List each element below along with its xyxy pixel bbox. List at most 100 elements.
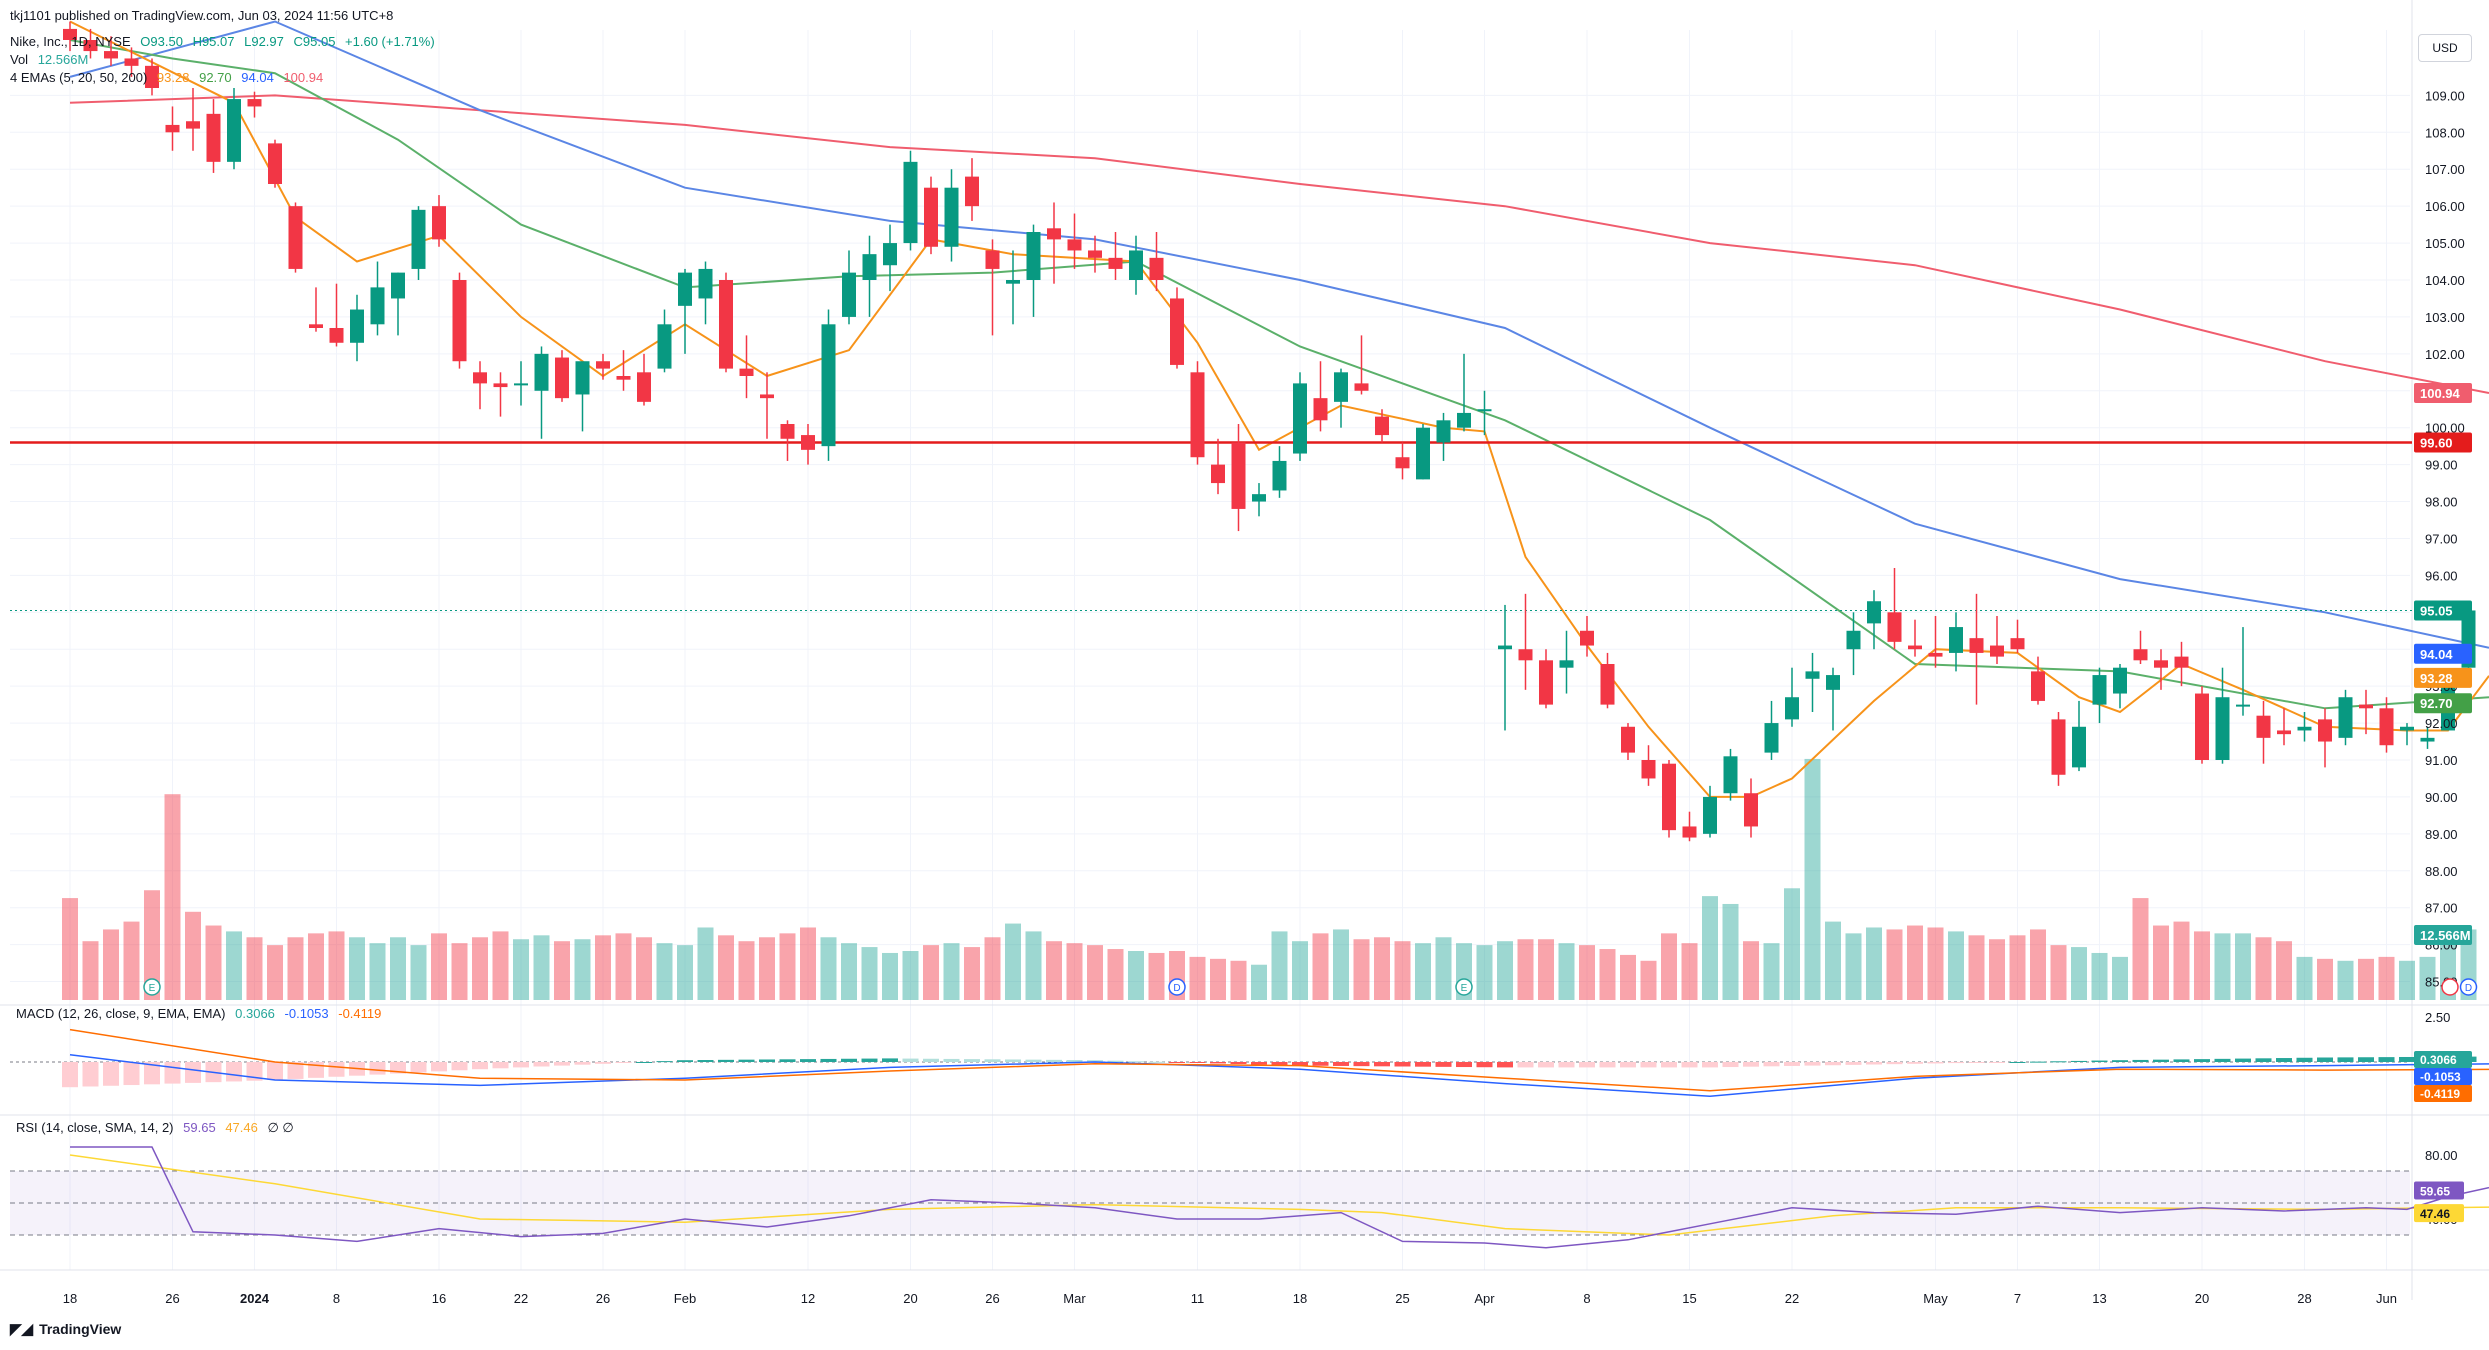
- macd-hist-bar: [2071, 1060, 2087, 1062]
- macd-title[interactable]: MACD (12, 26, close, 9, EMA, EMA): [16, 1006, 226, 1021]
- currency-button[interactable]: USD: [2418, 34, 2472, 62]
- macd-hist-bar: [2296, 1057, 2313, 1062]
- macd-hist-bar: [1661, 1062, 1677, 1068]
- macd-value-box: [2414, 1068, 2472, 1085]
- price-tick-label: 97.00: [2425, 531, 2458, 546]
- candle-body: [2051, 719, 2066, 775]
- volume-bar: [410, 945, 427, 1000]
- candle-body: [1949, 627, 1963, 653]
- candle-body: [1887, 612, 1902, 642]
- candle-body: [247, 99, 262, 107]
- macd-hist-bar: [1435, 1062, 1452, 1067]
- price-tick-label: 103.00: [2425, 310, 2465, 325]
- candle-body: [1641, 760, 1656, 779]
- price-label-text: 92.70: [2420, 696, 2453, 711]
- candle-body: [985, 250, 1000, 269]
- macd-hist-bar: [226, 1062, 242, 1082]
- rsi-value-box: [2414, 1204, 2464, 1223]
- candle-body: [1580, 630, 1594, 646]
- candle-body: [1723, 756, 1738, 794]
- candle-body: [903, 161, 918, 244]
- candle-body: [616, 376, 631, 380]
- macd-hist-bar: [2255, 1058, 2272, 1062]
- volume-bar: [1517, 939, 1534, 1000]
- candle-body: [1047, 228, 1061, 240]
- volume-bar: [1292, 941, 1308, 1000]
- candle-body: [411, 209, 426, 269]
- price-tick-label: 88.00: [2425, 864, 2458, 879]
- price-tick-label: 89.00: [2425, 827, 2458, 842]
- volume-bar: [923, 945, 939, 1000]
- volume-bar: [964, 947, 980, 1000]
- volume-bar: [1046, 941, 1062, 1000]
- macd-hist-bar: [882, 1058, 898, 1062]
- macd-hist-bar: [369, 1062, 386, 1075]
- candle-body: [2297, 726, 2312, 731]
- volume-label[interactable]: Vol: [10, 52, 29, 67]
- candle-body: [698, 268, 713, 299]
- candle-body: [1170, 298, 1184, 365]
- candle-body: [821, 324, 836, 447]
- volume-bar: [902, 951, 919, 1000]
- volume-bar: [62, 898, 78, 1000]
- macd-hist-bar: [1579, 1062, 1595, 1068]
- rsi-title[interactable]: RSI (14, close, SMA, 14, 2): [16, 1120, 174, 1135]
- ema200-value: 100.94: [283, 70, 324, 85]
- macd-hist-bar: [513, 1062, 529, 1068]
- candle-body: [2092, 675, 2107, 705]
- volume-bar: [636, 937, 652, 1000]
- macd-pane: [10, 1028, 2489, 1097]
- x-tick-label: 12: [801, 1291, 815, 1306]
- x-tick-label: 20: [903, 1291, 917, 1306]
- macd-hist-bar: [390, 1062, 406, 1074]
- candle-body: [288, 206, 303, 269]
- macd-hist-bar: [1558, 1062, 1575, 1068]
- candle-body: [1928, 652, 1943, 657]
- candle-body: [1764, 723, 1779, 753]
- macd-hist-bar: [1948, 1062, 1964, 1064]
- x-tick-label: 8: [1583, 1291, 1590, 1306]
- x-tick-label: 28: [2297, 1291, 2311, 1306]
- x-tick-label: 18: [1293, 1291, 1307, 1306]
- tradingview-logo[interactable]: ◤◢ TradingView: [10, 1320, 121, 1338]
- macd-hist-bar: [574, 1062, 591, 1065]
- macd-hist-bar: [595, 1062, 611, 1064]
- macd-hist-bar: [1599, 1062, 1616, 1068]
- volume-bar: [2419, 956, 2436, 1000]
- macd-hist-bar: [902, 1058, 919, 1062]
- volume-bar: [1702, 896, 1718, 1000]
- candle-body: [2420, 737, 2435, 742]
- volume-bar: [1927, 927, 1944, 1000]
- price-tick-label: 96.00: [2425, 568, 2458, 583]
- volume-bar: [246, 937, 263, 1000]
- x-tick-label: 15: [1682, 1291, 1696, 1306]
- macd-hist-bar: [2132, 1059, 2149, 1062]
- candle-body: [1805, 671, 1820, 679]
- macd-hist-bar: [1517, 1062, 1534, 1068]
- macd-hist-bar: [779, 1059, 796, 1062]
- volume-bar: [1374, 937, 1390, 1000]
- volume-bar: [882, 952, 898, 1000]
- macd-hist-bar: [1292, 1062, 1308, 1066]
- volume-bar: [1312, 933, 1329, 1000]
- candle-body: [780, 424, 795, 439]
- macd-value: -0.1053: [284, 1006, 329, 1021]
- price-label-box: [2414, 432, 2472, 453]
- volume-bar: [2030, 929, 2046, 1000]
- symbol-name[interactable]: Nike, Inc., 1D, NYSE: [10, 34, 131, 49]
- macd-hist-value: 0.3066: [235, 1006, 275, 1021]
- candle-body: [2133, 649, 2148, 661]
- volume-bar: [1948, 931, 1964, 1000]
- macd-hist-bar: [697, 1060, 714, 1062]
- candle-body: [1600, 664, 1615, 705]
- ema-label[interactable]: 4 EMAs (5, 20, 50, 200): [10, 70, 148, 85]
- candle-body: [760, 394, 774, 399]
- x-tick-label: 20: [2195, 1291, 2209, 1306]
- macd-hist-bar: [431, 1062, 447, 1072]
- macd-value-box: [2414, 1085, 2472, 1102]
- macd-hist-bar: [1927, 1062, 1944, 1064]
- event-marker-icon: [2459, 978, 2478, 996]
- volume-bar: [1866, 927, 1882, 1000]
- event-marker-icon: [1168, 978, 1186, 996]
